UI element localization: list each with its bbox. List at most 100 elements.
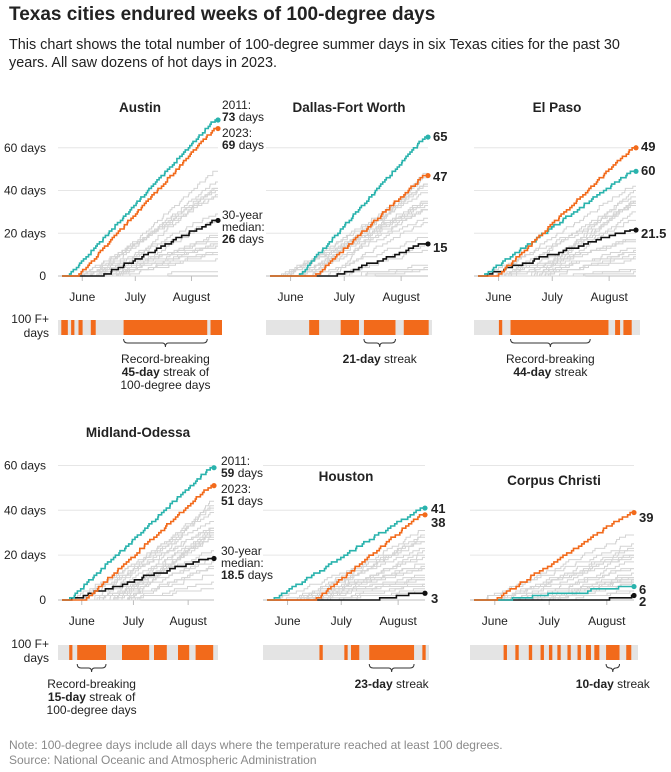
streak-brace (368, 663, 415, 673)
end-label: 49 (641, 139, 655, 154)
end-label: 38 (431, 515, 445, 530)
background-year-line (474, 534, 634, 601)
background-year-line (62, 194, 218, 277)
hot-day-block (178, 645, 190, 660)
panel-dallas-fort-worth: Dallas-Fort Worth June July August 65 47 15 21-… (266, 100, 447, 366)
series-line-30-year-median (267, 592, 425, 601)
x-tick-label: July (125, 290, 146, 304)
x-tick-label: August (169, 614, 207, 628)
panel-midland-odessa: Midland-Odessa 0 20 days 40 days 60 days June… (4, 425, 273, 717)
footnote: Note: 100-degree days include all days w… (9, 738, 503, 768)
end-label: 18.5 days (221, 568, 273, 582)
streak-brace (123, 338, 208, 348)
end-label: 60 (641, 163, 655, 178)
y-tick-label: 40 days (4, 184, 46, 198)
end-label: 69 days (222, 138, 264, 152)
end-label: 21.5 (641, 226, 666, 241)
series-end-dot (425, 241, 431, 247)
streak-brace (363, 338, 396, 348)
series-end-dot (211, 483, 217, 489)
end-label: 2011: (221, 454, 250, 468)
end-label: 39 (639, 510, 653, 525)
background-year-line (270, 183, 428, 277)
hot-day-block (623, 320, 632, 335)
end-label: median: (221, 556, 264, 570)
background-year-line (62, 559, 214, 601)
background-year-line (62, 521, 214, 601)
background-year-line (62, 550, 214, 601)
series-line-2011 (267, 507, 425, 601)
streak-brace (605, 663, 621, 673)
background-year-line (478, 200, 636, 277)
end-label: 2023: (221, 482, 251, 496)
background-year-line (474, 577, 634, 601)
streak-brace (76, 663, 107, 673)
hot-day-block (78, 320, 83, 335)
background-year-line (270, 183, 428, 277)
background-year-line (62, 258, 218, 277)
streak-annotation: Record-breaking (121, 352, 210, 366)
series-end-dot (631, 509, 637, 516)
background-years (62, 170, 218, 277)
background-year-line (267, 541, 425, 601)
series-line-2011 (478, 170, 636, 277)
background-year-line (474, 590, 634, 601)
background-year-line (62, 536, 214, 601)
panel-el-paso: El Paso June July August 49 60 21.5 Record-brea… (474, 100, 666, 379)
hot-day-block (350, 645, 360, 660)
background-years (62, 500, 214, 601)
series-line-2023 (478, 147, 636, 277)
background-year-line (270, 200, 428, 277)
hot-day-block (557, 645, 561, 660)
chart-title: Texas cities endured weeks of 100-degree… (9, 4, 436, 25)
hot-day-block (309, 320, 320, 335)
x-tick-label: July (331, 614, 352, 628)
background-year-line (270, 222, 428, 277)
end-label: 26 days (222, 232, 264, 246)
background-year-line (62, 243, 218, 277)
hot-day-block (61, 320, 68, 335)
hot-day-block (528, 645, 533, 660)
background-year-line (474, 543, 634, 601)
streak-strip (470, 645, 638, 660)
series-line-30-year-median (62, 557, 214, 601)
hot-day-block (594, 645, 600, 660)
series-end-dot (631, 583, 637, 590)
series-line-2023 (62, 127, 218, 277)
hot-day-block (344, 645, 348, 660)
background-year-line (270, 237, 428, 277)
background-year-line (62, 581, 214, 601)
strip-label: days (24, 326, 49, 340)
panel-austin: Austin 0 20 days 40 days 60 days June July Augu… (4, 98, 265, 392)
hot-day-block (319, 645, 323, 660)
end-label: 2011: (222, 98, 251, 112)
series-line-2011 (270, 136, 428, 277)
background-year-line (267, 534, 425, 601)
end-label: 51 days (221, 494, 263, 508)
background-year-line (478, 190, 636, 277)
x-tick-label: August (379, 614, 417, 628)
background-year-line (62, 271, 218, 277)
x-tick-label: July (334, 290, 355, 304)
y-tick-label: 0 (39, 269, 46, 283)
series-end-dot (631, 592, 637, 599)
y-tick-label: 60 days (4, 458, 46, 472)
hot-day-block (567, 645, 571, 660)
hot-day-block (510, 320, 609, 335)
streak-annotation: Record-breaking (47, 677, 136, 691)
chart-subtitle: This chart shows the total number of 100… (9, 37, 620, 71)
background-year-line (270, 267, 428, 277)
background-year-line (62, 588, 214, 601)
background-years (270, 172, 428, 277)
hot-day-block (498, 320, 503, 335)
hot-day-block (606, 645, 620, 660)
end-label: 65 (433, 129, 447, 144)
x-tick-label: June (275, 614, 301, 628)
streak-annotation: 44-day streak (513, 365, 588, 379)
end-label: 6 (639, 582, 646, 597)
background-year-line (270, 205, 428, 277)
streak-annotation: 45-day streak of (122, 365, 210, 379)
background-year-line (478, 249, 636, 277)
hot-day-block (585, 645, 591, 660)
